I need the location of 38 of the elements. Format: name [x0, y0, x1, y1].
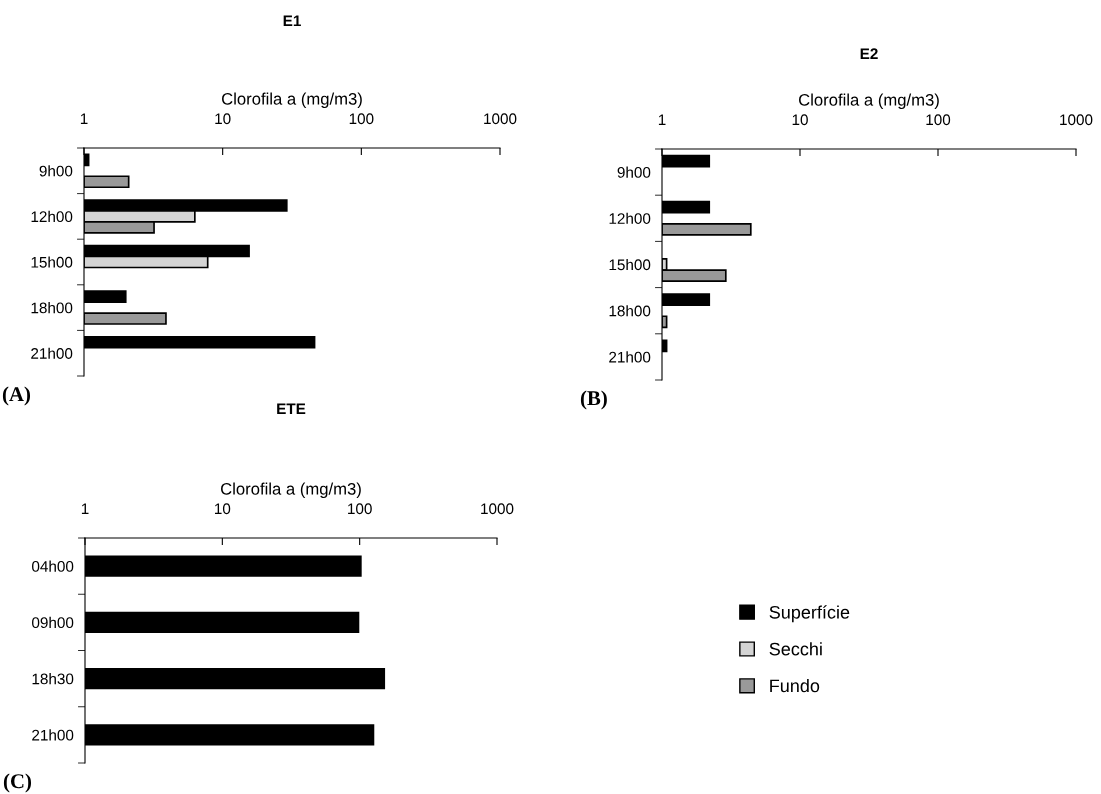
- y-tick-label: 09h00: [32, 616, 74, 629]
- x-axis-title: Clorofila a (mg/m3): [799, 93, 939, 110]
- text: (C): [3, 773, 31, 793]
- x-tick-label: 100: [349, 113, 374, 125]
- y-tick-label: 21h00: [609, 351, 651, 363]
- chart-title: E2: [860, 48, 878, 59]
- x-axis-title: Clorofila a (mg/m3): [222, 92, 362, 109]
- y-tick-label: 9h00: [39, 165, 73, 177]
- y-tick-label: 9h00: [617, 166, 651, 178]
- x-tick-label: 10: [215, 503, 231, 515]
- x-tick-label: 100: [348, 503, 372, 515]
- x-axis-title: Clorofila a (mg/m3): [221, 482, 361, 499]
- legend-label: Superfície: [769, 605, 850, 623]
- x-tick-label: 1000: [484, 113, 517, 125]
- y-tick-label: 21h00: [32, 729, 74, 741]
- y-tick-label: 04h00: [32, 560, 74, 572]
- y-tick-label: 18h00: [609, 305, 651, 317]
- y-tick-label: 21h00: [31, 347, 73, 359]
- y-tick-label: 12h00: [609, 212, 651, 224]
- x-tick-label: 1000: [1060, 114, 1093, 126]
- x-tick-label: 1: [658, 114, 666, 125]
- x-tick-label: 100: [926, 114, 951, 126]
- x-tick-label: 10: [215, 113, 231, 125]
- legend-label: Fundo: [770, 678, 820, 693]
- chart-title: ETE: [277, 403, 306, 414]
- text: (B): [580, 390, 607, 410]
- x-tick-label: 1: [80, 113, 88, 124]
- y-tick-label: 18h30: [32, 673, 74, 685]
- y-tick-label: 18h00: [31, 302, 73, 314]
- x-tick-label: 1000: [481, 503, 514, 515]
- y-tick-label: 15h00: [31, 256, 73, 268]
- x-tick-label: 10: [792, 114, 808, 126]
- y-tick-label: 15h00: [609, 258, 651, 271]
- text: (A): [2, 386, 30, 406]
- chart-title: E1: [283, 15, 301, 26]
- legend-label: Secchi: [769, 642, 822, 656]
- y-tick-label: 12h00: [31, 210, 73, 223]
- x-tick-label: 1: [81, 503, 89, 514]
